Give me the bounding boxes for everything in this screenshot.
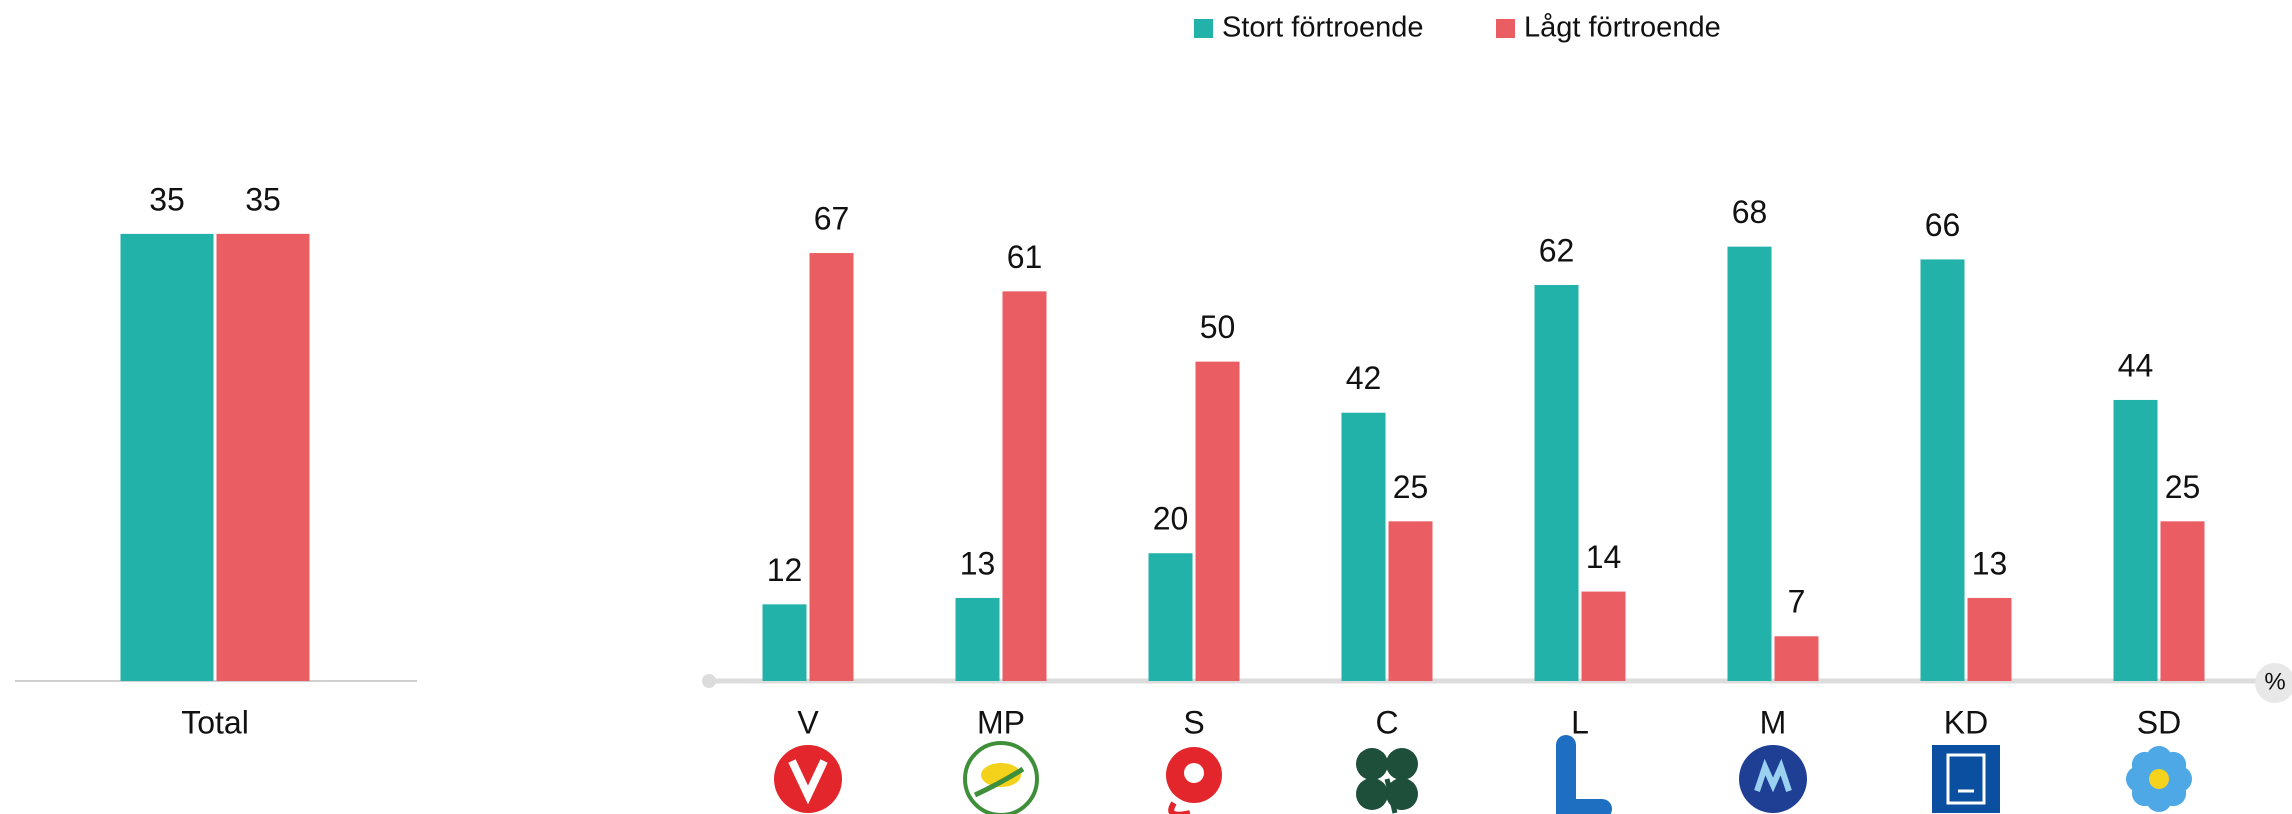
legend-label: Stort förtroende bbox=[1222, 12, 1424, 44]
value-label: 7 bbox=[1788, 584, 1806, 620]
bar bbox=[1148, 553, 1193, 681]
bar bbox=[762, 604, 807, 681]
axis-end bbox=[702, 674, 716, 688]
bar bbox=[955, 597, 1000, 681]
bar bbox=[1727, 246, 1772, 681]
value-label: 14 bbox=[1586, 539, 1622, 575]
x-tick-label: SD bbox=[2137, 704, 2181, 740]
logo bbox=[1384, 778, 1398, 814]
x-tick-label: M bbox=[1760, 704, 1787, 740]
bar bbox=[2113, 399, 2158, 681]
value-label: 13 bbox=[960, 545, 996, 581]
value-label: 66 bbox=[1925, 207, 1961, 243]
legend-swatch bbox=[1496, 19, 1515, 38]
bar bbox=[1534, 284, 1579, 681]
bar bbox=[1195, 361, 1240, 681]
x-tick-label: C bbox=[1375, 704, 1398, 740]
x-tick-label: L bbox=[1571, 704, 1589, 740]
bar bbox=[120, 233, 214, 681]
value-label: 25 bbox=[2165, 469, 2201, 505]
logo bbox=[1168, 801, 1191, 814]
bar bbox=[1920, 259, 1965, 681]
bar bbox=[1774, 636, 1819, 681]
logo bbox=[1556, 735, 1612, 814]
bar bbox=[1341, 412, 1386, 681]
legend: Stort förtroende Lågt förtroende bbox=[1194, 12, 1721, 44]
logo bbox=[2160, 751, 2187, 778]
bar bbox=[809, 253, 854, 681]
logo bbox=[1356, 748, 1388, 780]
bar bbox=[2160, 521, 2205, 681]
x-tick-label: S bbox=[1183, 704, 1204, 740]
value-label: 12 bbox=[767, 552, 803, 588]
value-label: 61 bbox=[1007, 239, 1043, 275]
value-label: 68 bbox=[1732, 194, 1768, 230]
bar bbox=[1967, 597, 2012, 681]
value-label: 35 bbox=[149, 181, 185, 217]
bar bbox=[1388, 521, 1433, 681]
bar bbox=[1002, 291, 1047, 681]
x-tick-label: Total bbox=[181, 704, 249, 740]
logo bbox=[1754, 758, 1792, 793]
value-label: 13 bbox=[1972, 545, 2008, 581]
logo bbox=[1386, 748, 1418, 780]
logo bbox=[981, 763, 1021, 787]
value-label: 25 bbox=[1393, 469, 1429, 505]
x-tick-label: KD bbox=[1944, 704, 1988, 740]
logo bbox=[2149, 769, 2169, 789]
bar bbox=[216, 233, 310, 681]
value-label: 50 bbox=[1200, 309, 1236, 345]
x-tick-label: MP bbox=[977, 704, 1025, 740]
value-label: 20 bbox=[1153, 501, 1189, 537]
legend-label: Lågt förtroende bbox=[1524, 12, 1721, 44]
x-tick-label: V bbox=[797, 704, 819, 740]
legend-swatch bbox=[1194, 19, 1213, 38]
unit-label: % bbox=[2264, 668, 2285, 695]
party-logos bbox=[774, 735, 2192, 814]
value-label: 44 bbox=[2118, 347, 2154, 383]
logo bbox=[1184, 763, 1204, 783]
unit-badge bbox=[2255, 663, 2292, 703]
logo bbox=[1946, 753, 1986, 805]
logo bbox=[788, 759, 828, 805]
value-label: 42 bbox=[1346, 360, 1382, 396]
value-label: 67 bbox=[814, 200, 850, 236]
logo bbox=[973, 766, 1025, 798]
value-label: 35 bbox=[245, 181, 281, 217]
logo bbox=[1356, 778, 1388, 810]
value-label: 62 bbox=[1539, 232, 1575, 268]
bar bbox=[1581, 591, 1626, 681]
